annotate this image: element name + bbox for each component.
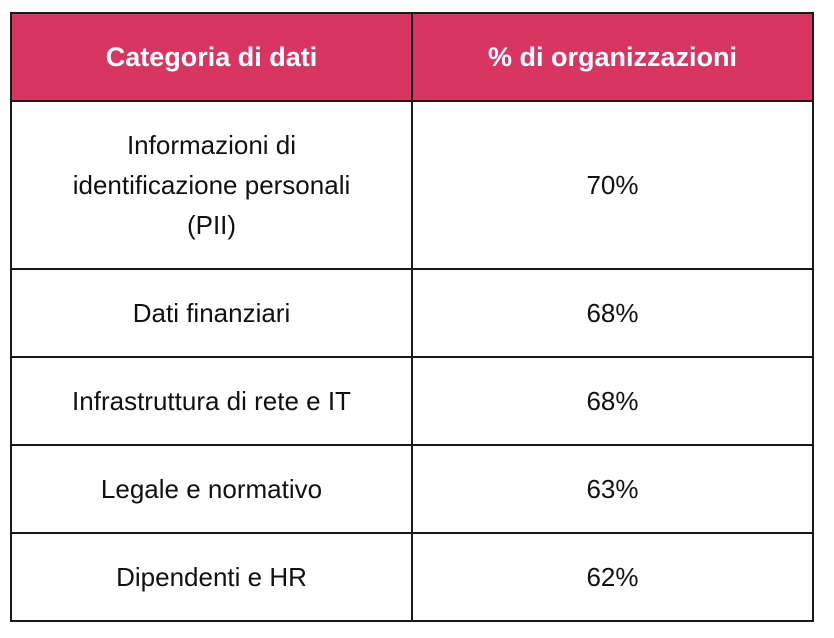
table-row: Dipendenti e HR 62% — [10, 532, 814, 622]
table-row: Informazioni di identificazione personal… — [10, 100, 814, 270]
cell-category: Dati finanziari — [10, 268, 413, 358]
table-header-row: Categoria di dati % di organizzazioni — [10, 12, 814, 102]
table-row: Infrastruttura di rete e IT 68% — [10, 356, 814, 446]
data-category-table: Categoria di dati % di organizzazioni In… — [10, 12, 814, 622]
column-header-category: Categoria di dati — [10, 12, 413, 102]
cell-category: Legale e normativo — [10, 444, 413, 534]
column-header-percent: % di organizzazioni — [411, 12, 814, 102]
cell-category-text: Informazioni di identificazione personal… — [72, 130, 351, 240]
cell-percent: 63% — [411, 444, 814, 534]
cell-category: Informazioni di identificazione personal… — [10, 100, 413, 270]
cell-category: Dipendenti e HR — [10, 532, 413, 622]
table-row: Legale e normativo 63% — [10, 444, 814, 534]
cell-percent: 62% — [411, 532, 814, 622]
cell-percent: 68% — [411, 356, 814, 446]
cell-percent: 68% — [411, 268, 814, 358]
table-row: Dati finanziari 68% — [10, 268, 814, 358]
cell-category: Infrastruttura di rete e IT — [10, 356, 413, 446]
data-category-table-container: Categoria di dati % di organizzazioni In… — [10, 12, 814, 622]
cell-percent: 70% — [411, 100, 814, 270]
